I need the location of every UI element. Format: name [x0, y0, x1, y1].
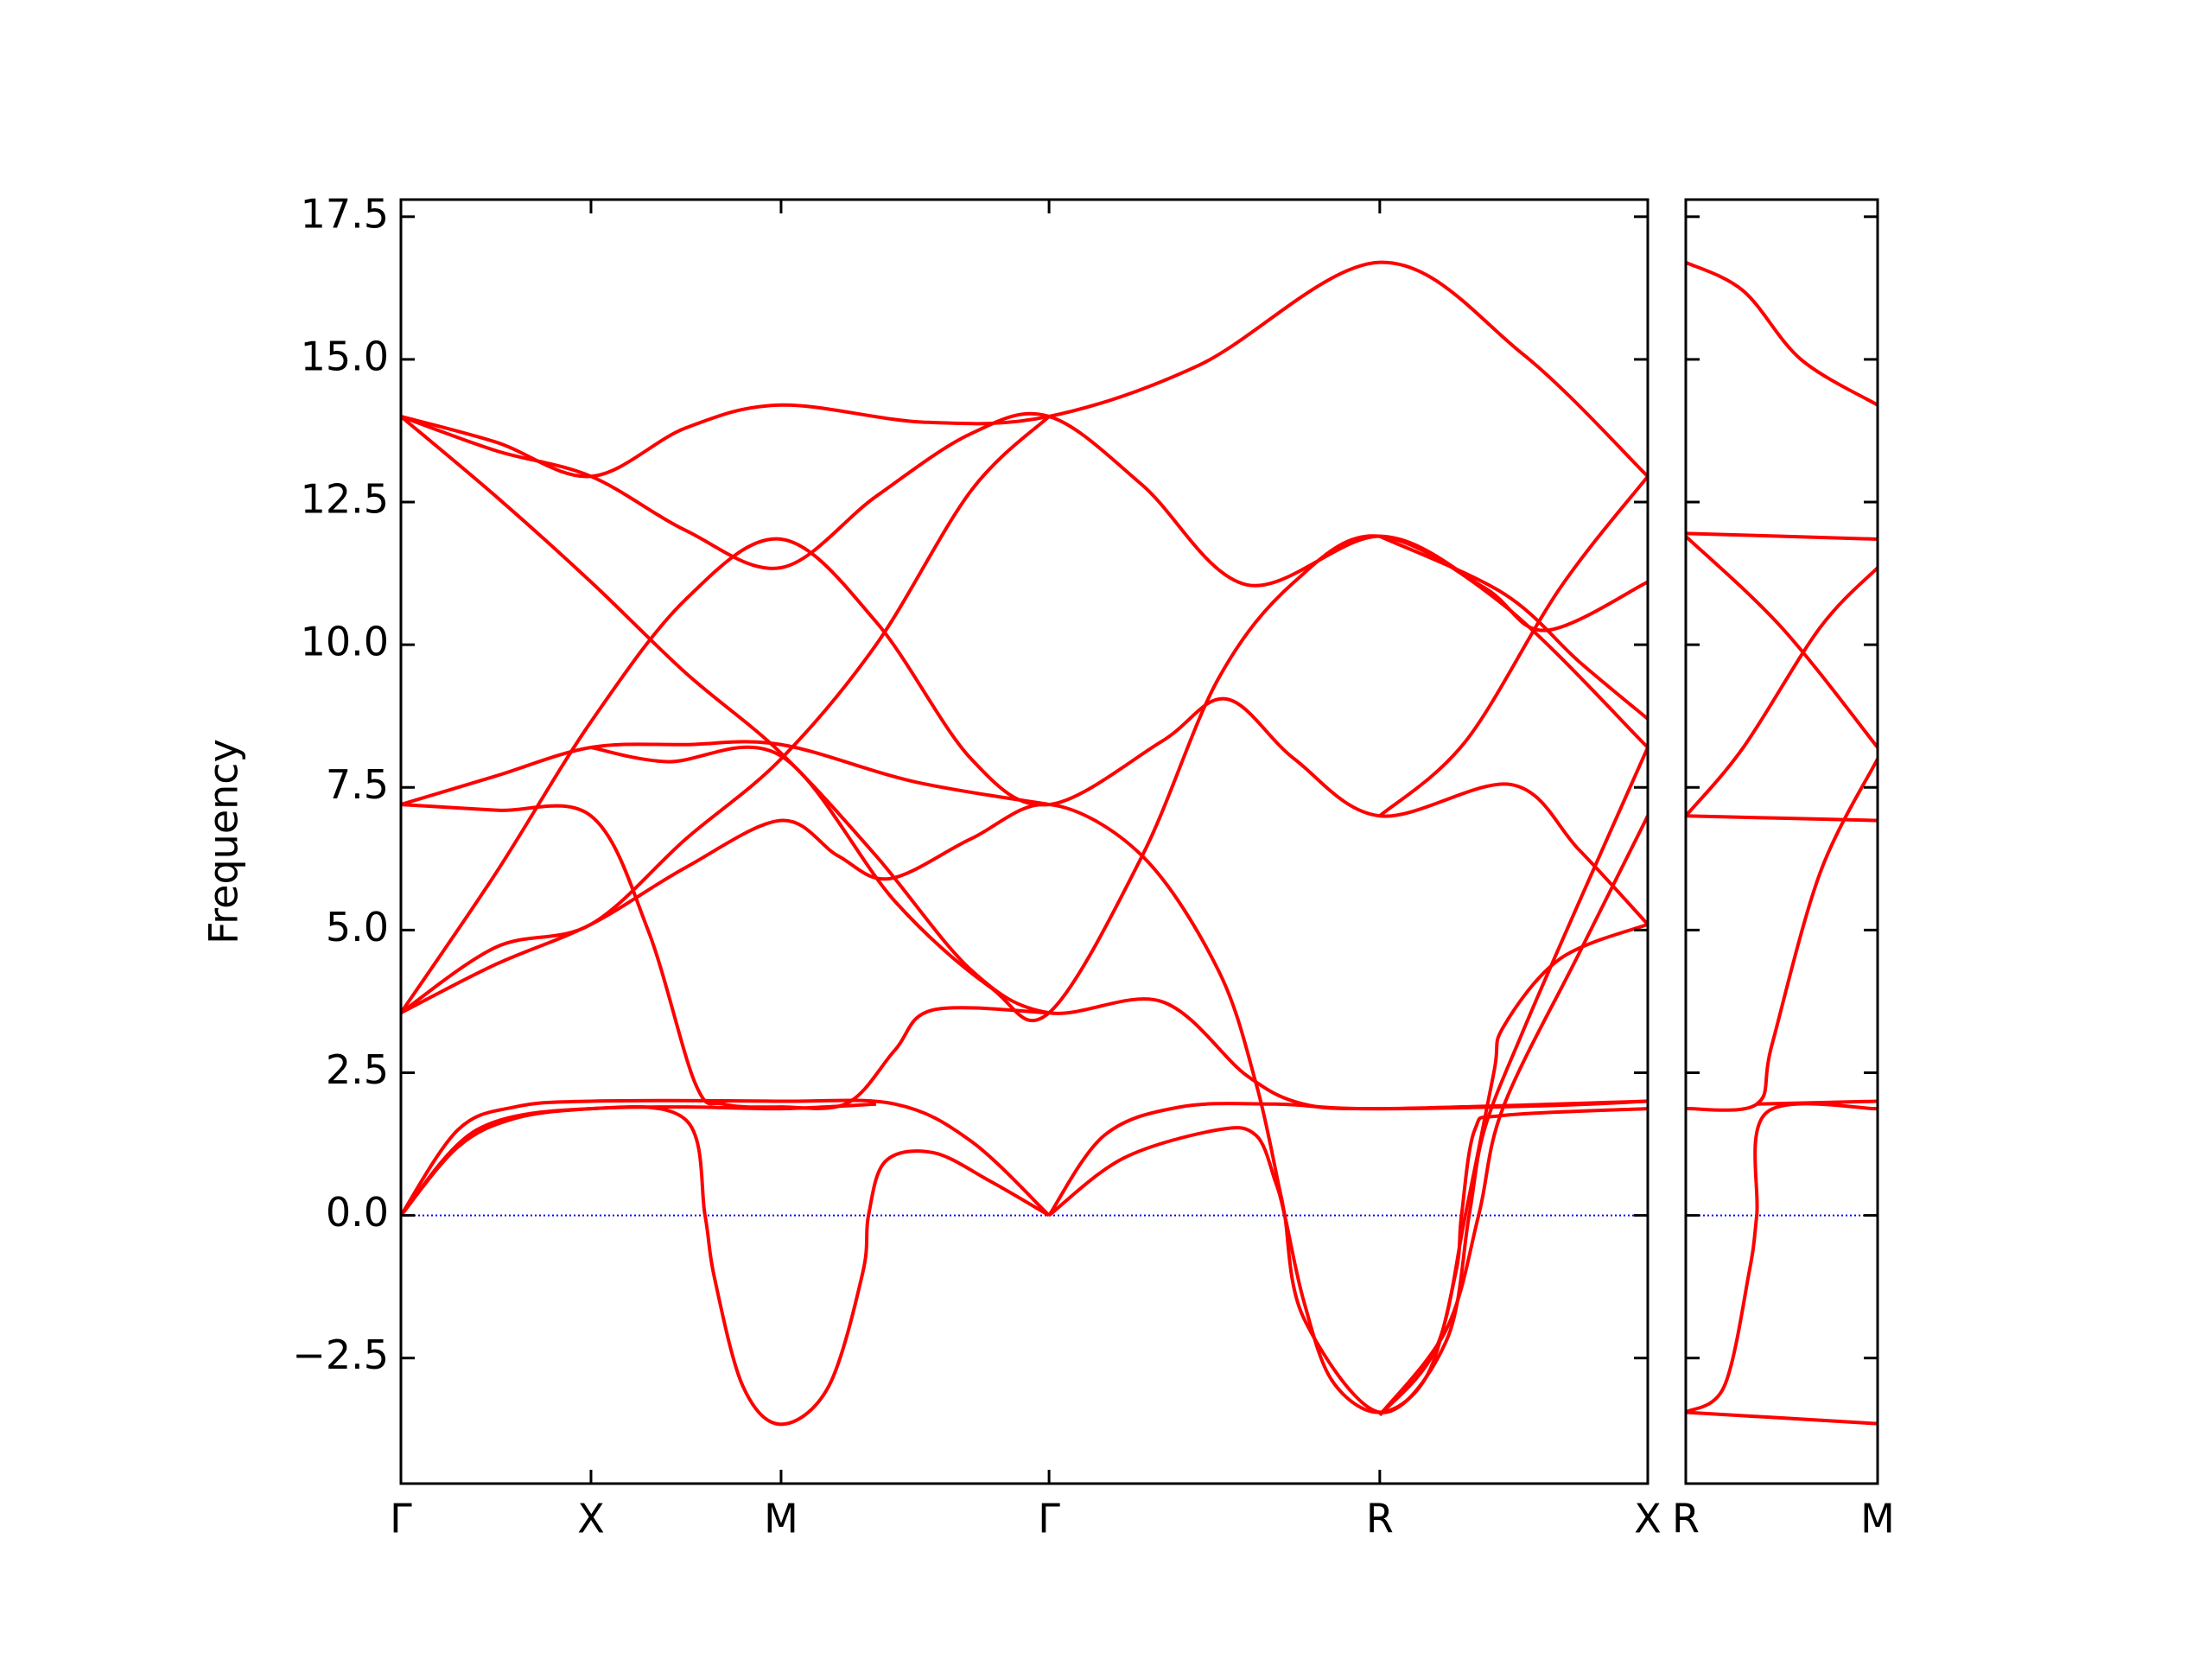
band-line: [400, 803, 1050, 1110]
band-line: [1379, 534, 1649, 721]
x-tick-label: M: [1860, 1496, 1895, 1542]
band-line: [400, 260, 1649, 479]
y-tick-label: −2.5: [292, 1332, 389, 1378]
y-tick-label: 5.0: [326, 904, 389, 950]
band-line: [1047, 1107, 1649, 1414]
x-tick-label: X: [577, 1496, 605, 1542]
band-line: [1684, 1102, 1878, 1414]
band-line: [1684, 566, 1879, 817]
band-line: [1047, 1099, 1649, 1217]
y-tick-label: 7.5: [326, 761, 389, 808]
band-line: [1378, 475, 1649, 817]
x-tick-label: Γ: [390, 1496, 412, 1542]
band-line: [1685, 531, 1878, 541]
band-line: [399, 1098, 1051, 1217]
band-line: [399, 1105, 1051, 1427]
x-tick-label: R: [1672, 1496, 1700, 1542]
x-tick-label: R: [1366, 1496, 1394, 1542]
band-line: [399, 415, 1051, 1014]
y-tick-label: 0.0: [326, 1189, 389, 1236]
y-tick-label: 17.5: [301, 190, 389, 237]
x-tick-label: X: [1634, 1496, 1662, 1542]
band-line: [1378, 815, 1649, 1416]
plot-frame: [399, 198, 1649, 1485]
band-line: [1685, 1410, 1878, 1426]
y-tick-label: 10.0: [301, 619, 389, 665]
band-line: [1685, 758, 1879, 1112]
y-tick-label: 12.5: [301, 476, 389, 523]
band-line: [400, 740, 1050, 807]
band-line: [1685, 814, 1878, 823]
band-line: [1685, 260, 1879, 407]
y-tick-label: 15.0: [301, 333, 389, 379]
x-tick-label: M: [764, 1496, 798, 1542]
plot-frame: [1684, 198, 1879, 1485]
y-axis-label: Frequency: [200, 739, 247, 944]
x-tick-label: Γ: [1038, 1496, 1060, 1542]
y-tick-label: 2.5: [326, 1046, 389, 1093]
band-line: [1684, 535, 1879, 749]
band-line: [590, 534, 1649, 1023]
